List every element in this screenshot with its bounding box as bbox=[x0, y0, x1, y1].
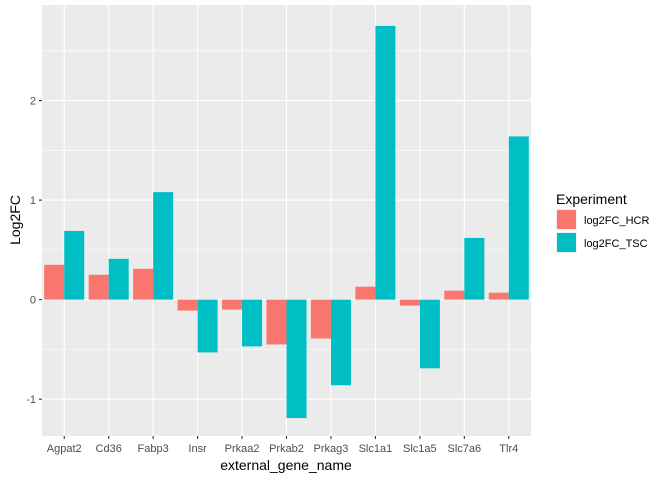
x-tick-label: Slc7a6 bbox=[447, 443, 481, 455]
x-tick-label: Slc1a1 bbox=[359, 443, 393, 455]
bar-log2FC_TSC-Slc7a6 bbox=[464, 237, 485, 300]
y-tick-label: 2 bbox=[30, 96, 36, 108]
bar-log2FC_TSC-Slc1a1 bbox=[375, 25, 396, 300]
legend: Experiment log2FC_HCR log2FC_TSC bbox=[556, 191, 649, 253]
bar-log2FC_TSC-Slc1a5 bbox=[419, 299, 440, 369]
bar-log2FC_TSC-Prkaa2 bbox=[242, 299, 263, 347]
y-axis-title: Log2FC bbox=[7, 195, 23, 245]
x-tick-label: Prkab2 bbox=[269, 443, 304, 455]
bar-log2FC_HCR-Cd36 bbox=[88, 274, 109, 300]
legend-title: Experiment bbox=[556, 191, 627, 207]
x-tick-label: Fabp3 bbox=[138, 443, 169, 455]
bar-log2FC_HCR-Insr bbox=[177, 299, 198, 311]
bar-log2FC_TSC-Cd36 bbox=[108, 258, 129, 300]
bar-log2FC_HCR-Prkab2 bbox=[266, 299, 287, 345]
bars bbox=[44, 25, 529, 419]
x-tick-label: Prkaa2 bbox=[225, 443, 260, 455]
bar-log2FC_HCR-Slc1a5 bbox=[399, 299, 420, 306]
legend-label-log2FC_TSC: log2FC_TSC bbox=[584, 238, 648, 250]
bar-log2FC_HCR-Prkaa2 bbox=[222, 299, 243, 310]
y-tick-label: -1 bbox=[26, 394, 36, 406]
bar-log2FC_TSC-Prkab2 bbox=[286, 299, 307, 419]
bar-log2FC_HCR-Tlr4 bbox=[488, 292, 509, 300]
bar-log2FC_TSC-Prkag3 bbox=[330, 299, 351, 386]
legend-label-log2FC_HCR: log2FC_HCR bbox=[584, 215, 649, 227]
x-tick-label: Slc1a5 bbox=[403, 443, 437, 455]
x-tick-label: Agpat2 bbox=[47, 443, 82, 455]
x-tick-label: Insr bbox=[188, 443, 207, 455]
legend-key-log2FC_TSC bbox=[557, 233, 576, 252]
x-tick-label: Tlr4 bbox=[499, 443, 518, 455]
bar-log2FC_HCR-Slc7a6 bbox=[444, 290, 465, 300]
bar-log2FC_TSC-Tlr4 bbox=[508, 136, 529, 300]
x-tick-label: Prkag3 bbox=[314, 443, 349, 455]
bar-log2FC_HCR-Prkag3 bbox=[310, 299, 331, 339]
bar-log2FC_TSC-Insr bbox=[197, 299, 218, 353]
bar-log2FC_TSC-Fabp3 bbox=[153, 192, 174, 300]
bar-log2FC_HCR-Agpat2 bbox=[44, 264, 65, 300]
x-axis-title: external_gene_name bbox=[220, 457, 352, 473]
y-axis: -1 0 1 2 bbox=[26, 96, 42, 406]
x-tick-label: Cd36 bbox=[96, 443, 122, 455]
y-tick-label: 0 bbox=[30, 295, 36, 307]
bar-log2FC_HCR-Slc1a1 bbox=[355, 286, 376, 300]
legend-key-log2FC_HCR bbox=[557, 210, 576, 229]
bar-log2FC_TSC-Agpat2 bbox=[64, 230, 85, 300]
bar-log2FC_HCR-Fabp3 bbox=[133, 268, 154, 300]
y-tick-label: 1 bbox=[30, 195, 36, 207]
x-axis: Agpat2 Cd36 Fabp3 Insr Prkaa2 Prkab2 Prkag3 Slc… bbox=[47, 436, 518, 455]
